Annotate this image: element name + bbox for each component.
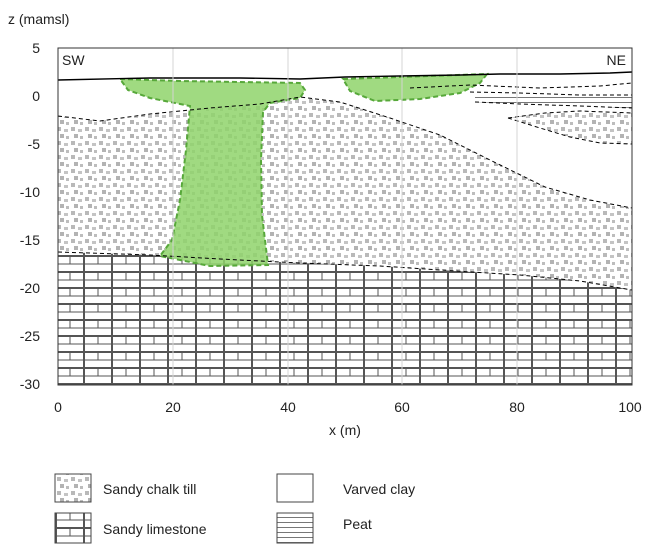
corner-label-sw: SW	[62, 52, 85, 68]
x-tick-20: 20	[165, 399, 181, 415]
y-tick-minus20: -20	[20, 280, 40, 296]
y-tick-minus30: -30	[20, 376, 40, 392]
legend-swatch-sandy-limestone	[54, 512, 92, 544]
y-tick-minus5: -5	[28, 136, 41, 152]
vertical-gridlines	[172, 48, 518, 385]
x-tick-60: 60	[394, 399, 410, 415]
till-lens-ne	[508, 111, 632, 144]
green-infill-lens	[341, 72, 490, 103]
legend-label-sandy-chalk-till: Sandy chalk till	[103, 481, 196, 497]
y-axis-title: z (mamsl)	[8, 11, 69, 27]
legend: Sandy chalk till Varved clay Sandy limes…	[54, 473, 415, 544]
y-tick-5: 5	[32, 40, 40, 56]
y-tick-minus25: -25	[20, 328, 40, 344]
x-tick-100: 100	[618, 399, 642, 415]
x-tick-80: 80	[509, 399, 525, 415]
legend-swatch-peat	[276, 512, 314, 544]
x-tick-0: 0	[54, 399, 62, 415]
x-tick-labels: 0 20 40 60 80 100	[54, 399, 642, 415]
y-tick-minus10: -10	[20, 184, 40, 200]
legend-swatch-sandy-chalk-till	[54, 473, 92, 503]
ground-surface-line	[58, 71, 632, 81]
peat-lens	[475, 93, 632, 108]
corner-label-ne: NE	[607, 52, 626, 68]
sandy-limestone-layer	[58, 252, 632, 385]
legend-label-sandy-limestone: Sandy limestone	[103, 521, 207, 537]
y-tick-0: 0	[32, 88, 40, 104]
x-tick-40: 40	[280, 399, 296, 415]
x-axis-title: x (m)	[329, 422, 361, 438]
legend-label-varved-clay: Varved clay	[343, 481, 415, 497]
y-tick-minus15: -15	[20, 232, 40, 248]
green-infill-column	[117, 77, 307, 268]
legend-label-peat: Peat	[343, 516, 372, 532]
plot-frame	[57, 47, 633, 386]
plot-area	[58, 48, 632, 385]
y-tick-labels: 5 0 -5 -10 -15 -20 -25 -30	[20, 40, 40, 392]
legend-swatch-varved-clay	[276, 473, 314, 503]
